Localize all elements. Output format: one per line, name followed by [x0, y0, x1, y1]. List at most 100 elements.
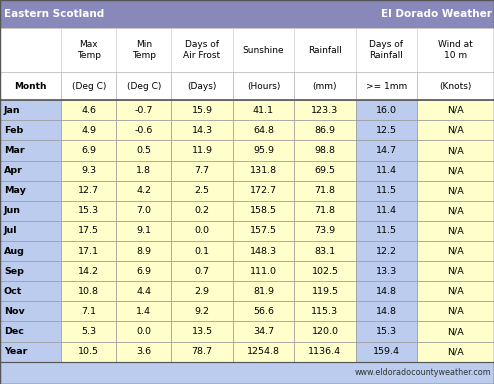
Text: 4.4: 4.4 — [136, 287, 151, 296]
Bar — [171, 221, 233, 241]
Text: 6.9: 6.9 — [82, 146, 96, 155]
Text: 131.8: 131.8 — [250, 166, 277, 175]
Text: 17.1: 17.1 — [79, 247, 99, 256]
Text: 17.5: 17.5 — [79, 227, 99, 235]
Text: 159.4: 159.4 — [373, 347, 400, 356]
Text: 69.5: 69.5 — [315, 166, 335, 175]
Text: 120.0: 120.0 — [311, 327, 338, 336]
Text: 11.9: 11.9 — [192, 146, 212, 155]
Bar — [417, 72, 494, 100]
Text: 172.7: 172.7 — [250, 186, 277, 195]
Text: N/A: N/A — [447, 287, 464, 296]
Bar — [0, 201, 61, 221]
Bar — [356, 281, 417, 301]
Bar — [171, 28, 233, 72]
Text: 123.3: 123.3 — [311, 106, 338, 115]
Text: Jan: Jan — [4, 106, 21, 115]
Text: 111.0: 111.0 — [250, 267, 277, 276]
Text: 14.2: 14.2 — [79, 267, 99, 276]
Text: 16.0: 16.0 — [376, 106, 397, 115]
Text: Rainfall: Rainfall — [308, 46, 342, 55]
Text: N/A: N/A — [447, 146, 464, 155]
Text: 0.5: 0.5 — [136, 146, 151, 155]
Bar — [61, 181, 117, 201]
Bar — [171, 342, 233, 362]
Bar — [117, 100, 171, 120]
Bar — [117, 201, 171, 221]
Bar — [171, 100, 233, 120]
Text: N/A: N/A — [447, 186, 464, 195]
Bar — [61, 241, 117, 261]
Text: 64.8: 64.8 — [253, 126, 274, 135]
Bar — [294, 261, 356, 281]
Bar — [171, 72, 233, 100]
Bar — [356, 201, 417, 221]
Text: (Hours): (Hours) — [247, 82, 280, 91]
Bar — [0, 321, 61, 342]
Bar — [356, 301, 417, 321]
Bar — [356, 28, 417, 72]
Bar — [294, 342, 356, 362]
Text: 15.3: 15.3 — [79, 206, 99, 215]
Text: N/A: N/A — [447, 267, 464, 276]
Bar — [61, 120, 117, 141]
Text: (Deg C): (Deg C) — [126, 82, 161, 91]
Bar — [171, 321, 233, 342]
Text: N/A: N/A — [447, 227, 464, 235]
Text: N/A: N/A — [447, 166, 464, 175]
Bar — [233, 181, 294, 201]
Bar — [417, 342, 494, 362]
Bar — [117, 261, 171, 281]
Bar — [117, 141, 171, 161]
Bar — [0, 362, 494, 384]
Bar — [356, 72, 417, 100]
Text: 9.3: 9.3 — [82, 166, 96, 175]
Text: 11.5: 11.5 — [376, 227, 397, 235]
Text: 2.9: 2.9 — [195, 287, 209, 296]
Text: 71.8: 71.8 — [315, 186, 335, 195]
Text: 11.4: 11.4 — [376, 166, 397, 175]
Text: 98.8: 98.8 — [315, 146, 335, 155]
Text: Aug: Aug — [4, 247, 25, 256]
Text: 4.2: 4.2 — [136, 186, 151, 195]
Text: (Knots): (Knots) — [439, 82, 472, 91]
Text: Days of
Rainfall: Days of Rainfall — [370, 40, 404, 60]
Bar — [171, 161, 233, 181]
Bar — [417, 120, 494, 141]
Bar — [233, 301, 294, 321]
Bar — [294, 281, 356, 301]
Bar — [294, 241, 356, 261]
Text: -0.6: -0.6 — [135, 126, 153, 135]
Bar — [356, 261, 417, 281]
Text: 13.5: 13.5 — [192, 327, 212, 336]
Bar — [171, 301, 233, 321]
Bar — [417, 281, 494, 301]
Text: 13.3: 13.3 — [376, 267, 397, 276]
Text: 78.7: 78.7 — [192, 347, 212, 356]
Bar — [417, 201, 494, 221]
Text: 2.5: 2.5 — [195, 186, 209, 195]
Bar — [294, 201, 356, 221]
Bar — [0, 72, 61, 100]
Bar — [417, 181, 494, 201]
Text: Sep: Sep — [4, 267, 24, 276]
Bar — [356, 241, 417, 261]
Text: www.eldoradocountyweather.com: www.eldoradocountyweather.com — [355, 368, 492, 377]
Bar — [294, 100, 356, 120]
Bar — [117, 28, 171, 72]
Bar — [356, 161, 417, 181]
Text: Jun: Jun — [4, 206, 21, 215]
Bar — [0, 181, 61, 201]
Bar — [233, 281, 294, 301]
Bar — [171, 281, 233, 301]
Bar — [233, 261, 294, 281]
Text: 1.8: 1.8 — [136, 166, 151, 175]
Bar — [417, 261, 494, 281]
Bar — [61, 301, 117, 321]
Text: 95.9: 95.9 — [253, 146, 274, 155]
Text: 0.0: 0.0 — [136, 327, 151, 336]
Text: N/A: N/A — [447, 347, 464, 356]
Bar — [294, 28, 356, 72]
Bar — [233, 161, 294, 181]
Text: 10.8: 10.8 — [79, 287, 99, 296]
